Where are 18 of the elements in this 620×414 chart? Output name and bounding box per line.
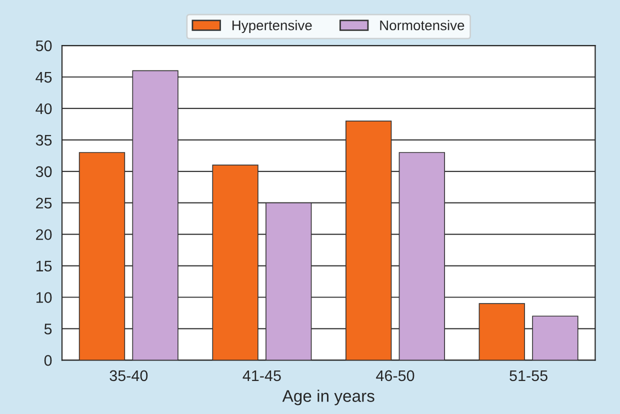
y-tick-label: 0	[44, 355, 52, 366]
y-tick-label: 20	[36, 229, 52, 240]
y-tick-label: 5	[44, 324, 52, 334]
x-tick-label: 51-55	[510, 370, 548, 382]
y-tick-label: 50	[36, 40, 52, 52]
x-axis-title: Age in years	[282, 390, 374, 406]
y-tick-label: 15	[36, 260, 52, 272]
y-tick-label: 25	[36, 198, 52, 209]
y-tick-label: 40	[36, 103, 52, 114]
y-tick-label: 30	[36, 166, 52, 178]
x-tick-label: 41-45	[242, 370, 281, 382]
legend-label: Normotensive	[380, 20, 464, 30]
y-tick-label: 45	[36, 72, 52, 83]
y-tick-label: 10	[36, 292, 52, 303]
x-tick-label: 46-50	[376, 370, 414, 382]
y-tick-label: 35	[36, 134, 52, 146]
x-tick-label: 35-40	[110, 370, 148, 382]
legend-label: Hypertensive	[232, 20, 312, 34]
